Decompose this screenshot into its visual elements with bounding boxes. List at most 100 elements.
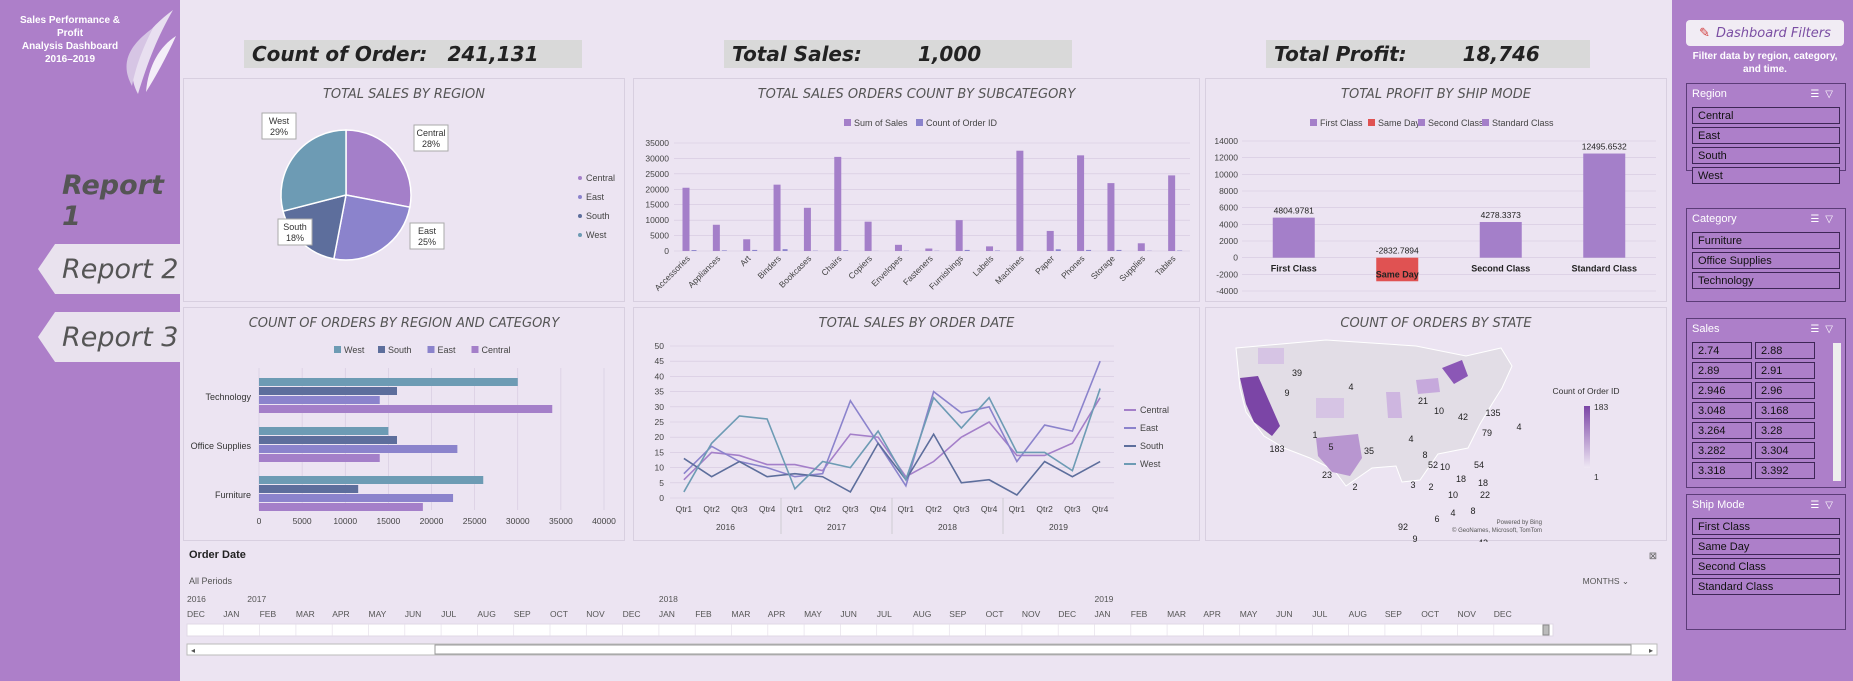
profit-bar <box>1376 257 1419 282</box>
slicer-item-ship-mode[interactable]: First Class <box>1692 518 1840 535</box>
clear-filter-icon[interactable]: ▽ <box>1825 323 1839 335</box>
hbar <box>259 396 380 404</box>
legend-marker <box>1482 119 1489 126</box>
slicer-item-sales[interactable]: 3.168 <box>1755 402 1815 419</box>
slicer-item-category[interactable]: Office Supplies <box>1692 252 1840 269</box>
timeline-month: AUG <box>1349 609 1367 619</box>
timeline-month: MAR <box>296 609 315 619</box>
legend-label: Central <box>1140 405 1169 415</box>
timeline-month: NOV <box>586 609 605 619</box>
legend-marker <box>578 214 582 218</box>
y-tick-label: 12000 <box>1214 153 1238 163</box>
pie-label: West <box>269 116 290 126</box>
state-count-label: 10 <box>1434 406 1444 416</box>
y-tick-label: 0 <box>664 246 669 256</box>
series-line <box>683 432 1101 496</box>
category-label: Technology <box>205 392 251 402</box>
y-tick-label: 45 <box>655 356 665 366</box>
slicer-item-region[interactable]: Central <box>1692 107 1840 124</box>
x-tick-label: First Class <box>1271 264 1317 274</box>
y-tick-label: 40 <box>655 371 665 381</box>
bar-count-of-order <box>691 250 697 251</box>
y-tick-label: 30000 <box>645 153 669 163</box>
data-label: 4278.3373 <box>1481 210 1521 220</box>
slicer-item-sales[interactable]: 3.392 <box>1755 462 1815 479</box>
multi-select-icon[interactable]: ☰ <box>1810 213 1826 225</box>
slicer-item-ship-mode[interactable]: Same Day <box>1692 538 1840 555</box>
pie-slice <box>345 129 412 209</box>
state-count-label: 4 <box>1348 382 1353 392</box>
chart-title: COUNT OF ORDERS BY STATE <box>1340 316 1532 331</box>
y-tick-label: 20 <box>655 432 665 442</box>
clear-filter-icon[interactable]: ▽ <box>1825 88 1839 100</box>
state-count-label: 4 <box>1408 434 1413 444</box>
slicer-item-sales[interactable]: 2.946 <box>1692 382 1752 399</box>
multi-select-icon[interactable]: ☰ <box>1810 323 1826 335</box>
slicer-ship-mode: Ship Mode ☰▽ First Class Same Day Second Cl… <box>1686 494 1846 630</box>
slicer-item-category[interactable]: Technology <box>1692 272 1840 289</box>
timeline-month: JAN <box>1095 609 1111 619</box>
slicer-item-region[interactable]: South <box>1692 147 1840 164</box>
slicer-item-category[interactable]: Furniture <box>1692 232 1840 249</box>
data-label: -2832.7894 <box>1376 246 1419 256</box>
slicer-item-sales[interactable]: 3.048 <box>1692 402 1752 419</box>
x-tick-label: Paper <box>1033 253 1056 276</box>
timeline-scroll-thumb <box>434 644 1632 655</box>
map-legend-gradient <box>1584 406 1590 468</box>
bar-sum-of-sales <box>743 239 751 251</box>
nav-report-2[interactable]: Report 2 <box>38 244 180 294</box>
y-tick-label: 0 <box>659 493 664 503</box>
legend-marker <box>1310 119 1317 126</box>
state-count-label: 35 <box>1364 446 1374 456</box>
kpi-total-profit: Total Profit: 18,746 <box>1266 40 1590 68</box>
slicer-item-region[interactable]: West <box>1692 167 1840 184</box>
pie-chart: Central28%East25%South18%West29%CentralE… <box>261 112 615 261</box>
y-tick-label: 50 <box>655 341 665 351</box>
slicer-item-sales[interactable]: 3.264 <box>1692 422 1752 439</box>
y-tick-label: -2000 <box>1216 269 1238 279</box>
slicer-item-sales[interactable]: 2.96 <box>1755 382 1815 399</box>
multi-select-icon[interactable]: ☰ <box>1810 499 1826 511</box>
kpi-label: Total Profit: <box>1274 42 1407 66</box>
brand-line-1: Sales Performance & Profit <box>19 15 121 39</box>
slicer-item-region[interactable]: East <box>1692 127 1840 144</box>
y-tick-label: 10000 <box>1214 169 1238 179</box>
timeline-month: OCT <box>550 609 568 619</box>
slicer-item-sales[interactable]: 2.89 <box>1692 362 1752 379</box>
slicer-item-sales[interactable]: 3.282 <box>1692 442 1752 459</box>
legend-label: Standard Class <box>1492 118 1554 128</box>
legend-label: Count of Order ID <box>926 118 998 128</box>
bar-sum-of-sales <box>925 248 933 251</box>
x-tick-label: 5000 <box>293 516 312 526</box>
order-date-timeline: Order Date All Periods MONTHS ⌄ ⊠ 2016 2017 20… <box>183 544 1665 662</box>
x-tick-label: Qtr1 <box>898 504 915 514</box>
slicer-item-sales[interactable]: 3.318 <box>1692 462 1752 479</box>
multi-select-icon[interactable]: ☰ <box>1810 88 1826 100</box>
legend-label: West <box>586 230 607 240</box>
nav-report-1[interactable]: Report 1 <box>62 170 164 232</box>
state-count-label: 135 <box>1485 408 1500 418</box>
state-pennsylvania <box>1416 378 1440 394</box>
slicer-item-ship-mode[interactable]: Second Class <box>1692 558 1840 575</box>
y-tick-label: 2000 <box>1219 236 1238 246</box>
slicer-item-ship-mode[interactable]: Standard Class <box>1692 578 1840 595</box>
bar-sum-of-sales <box>682 187 690 251</box>
slicer-item-sales[interactable]: 2.88 <box>1755 342 1815 359</box>
nav-report-3[interactable]: Report 3 <box>38 312 180 362</box>
slicer-item-sales[interactable]: 2.91 <box>1755 362 1815 379</box>
state-colorado <box>1316 398 1344 418</box>
x-tick-label: Tables <box>1153 253 1177 277</box>
legend-label: West <box>344 345 365 355</box>
sales-scrollbar[interactable] <box>1833 343 1841 481</box>
timeline-handle <box>1542 624 1550 636</box>
clear-filter-icon[interactable]: ▽ <box>1825 499 1839 511</box>
timeline-month: MAY <box>804 609 822 619</box>
scroll-right-icon: ▸ <box>1649 646 1653 655</box>
legend-label: Sum of Sales <box>854 118 908 128</box>
slicer-item-sales[interactable]: 3.28 <box>1755 422 1815 439</box>
pie-label-box <box>261 112 297 140</box>
clear-filter-icon[interactable]: ▽ <box>1825 213 1839 225</box>
slicer-item-sales[interactable]: 3.304 <box>1755 442 1815 459</box>
pie-label-box <box>409 222 445 250</box>
slicer-item-sales[interactable]: 2.74 <box>1692 342 1752 359</box>
